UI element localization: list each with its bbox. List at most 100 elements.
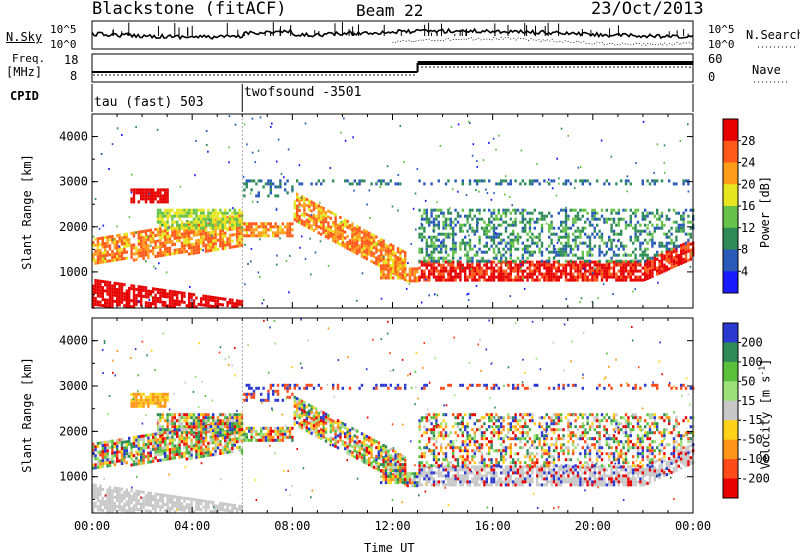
power-echo-cell — [606, 209, 608, 212]
velocity-echo-cell — [159, 419, 161, 422]
power-echo-cell — [361, 249, 363, 252]
power-echo-cell — [421, 270, 423, 273]
power-echo-cell — [572, 221, 574, 224]
power-echo-cell — [464, 236, 466, 239]
velocity-echo-cell — [207, 425, 209, 428]
power-echo-cell — [452, 276, 454, 279]
power-echo-cell — [541, 242, 543, 245]
power-echo-cell — [306, 219, 308, 222]
velocity-echo-cell — [114, 445, 116, 448]
power-echo-cell — [457, 212, 459, 215]
power-echo-cell — [572, 279, 574, 282]
power-echo-cell — [394, 255, 396, 258]
power-echo-cell — [502, 279, 504, 282]
velocity-echo-cell — [183, 506, 185, 509]
power-echo-cell — [558, 251, 560, 254]
power-echo-cell — [675, 264, 677, 267]
power-echo-cell — [512, 209, 514, 212]
velocity-echo-cell — [159, 428, 161, 431]
velocity-echo-cell — [109, 464, 111, 467]
power-scatter-cell — [93, 236, 95, 238]
nave-dot — [101, 74, 103, 76]
velocity-echo-cell — [234, 435, 236, 438]
power-echo-cell — [238, 212, 240, 215]
power-echo-cell — [236, 221, 238, 224]
power-echo-cell — [668, 252, 670, 255]
power-echo-cell — [164, 238, 166, 241]
power-echo-cell — [224, 212, 226, 215]
power-echo-cell — [183, 212, 185, 215]
power-echo-cell — [375, 236, 377, 239]
power-echo-cell — [399, 261, 401, 264]
power-echo-cell — [198, 218, 200, 221]
power-echo-cell — [188, 209, 190, 212]
power-echo-cell — [154, 234, 156, 237]
power-echo-cell — [582, 279, 584, 282]
velocity-echo-cell — [94, 466, 96, 469]
power-echo-cell — [493, 239, 495, 242]
power-echo-cell — [186, 224, 188, 227]
power-echo-cell — [224, 244, 226, 247]
power-echo-cell — [586, 179, 588, 182]
power-echo-cell — [529, 251, 531, 254]
velocity-echo-cell — [219, 508, 221, 511]
power-echo-cell — [507, 261, 509, 264]
power-echo-cell — [550, 251, 552, 254]
power-echo-cell — [505, 273, 507, 276]
velocity-echo-cell — [150, 492, 152, 495]
nave-dot — [489, 66, 491, 68]
power-scatter-cell — [611, 156, 613, 158]
power-echo-cell — [591, 215, 593, 218]
power-echo-cell — [138, 255, 140, 258]
power-echo-cell — [574, 221, 576, 224]
power-echo-cell — [553, 251, 555, 254]
nave-dot — [681, 66, 683, 68]
power-echo-cell — [620, 273, 622, 276]
power-echo-cell — [135, 249, 137, 252]
velocity-echo-cell — [171, 457, 173, 460]
power-echo-cell — [512, 242, 514, 245]
velocity-echo-cell — [111, 489, 113, 492]
velocity-echo-cell — [130, 446, 132, 449]
power-echo-cell — [522, 273, 524, 276]
power-echo-cell — [469, 257, 471, 260]
nave-dot — [337, 74, 339, 76]
power-echo-cell — [166, 221, 168, 224]
power-echo-cell — [174, 237, 176, 240]
power-echo-cell — [236, 245, 238, 248]
power-echo-cell — [498, 279, 500, 282]
power-echo-cell — [464, 248, 466, 251]
velocity-echo-cell — [150, 442, 152, 445]
power-echo-cell — [327, 225, 329, 228]
power-echo-cell — [510, 224, 512, 227]
power-echo-cell — [306, 222, 308, 225]
velocity-echo-cell — [164, 494, 166, 497]
power-echo-cell — [284, 231, 286, 234]
power-echo-cell — [522, 215, 524, 218]
power-echo-cell — [226, 243, 228, 246]
power-echo-cell — [608, 273, 610, 276]
velocity-echo-cell — [138, 450, 140, 453]
velocity-echo-cell — [181, 425, 183, 428]
power-echo-cell — [318, 207, 320, 210]
power-echo-cell — [118, 295, 120, 298]
power-echo-cell — [116, 297, 118, 300]
power-echo-cell — [289, 222, 291, 225]
power-echo-cell — [162, 245, 164, 248]
power-echo-cell — [574, 254, 576, 257]
power-echo-cell — [363, 244, 365, 247]
power-echo-cell — [651, 272, 653, 275]
velocity-echo-cell — [219, 422, 221, 425]
velocity-echo-cell — [190, 431, 192, 434]
velocity-echo-cell — [265, 399, 267, 402]
power-echo-cell — [639, 260, 641, 263]
power-echo-cell — [97, 252, 99, 255]
power-echo-cell — [634, 227, 636, 230]
power-echo-cell — [310, 201, 312, 204]
power-echo-cell — [514, 264, 516, 267]
velocity-echo-cell — [243, 399, 245, 402]
power-echo-cell — [608, 267, 610, 270]
power-echo-cell — [495, 227, 497, 230]
power-echo-cell — [159, 245, 161, 248]
power-scatter-cell — [644, 250, 646, 252]
